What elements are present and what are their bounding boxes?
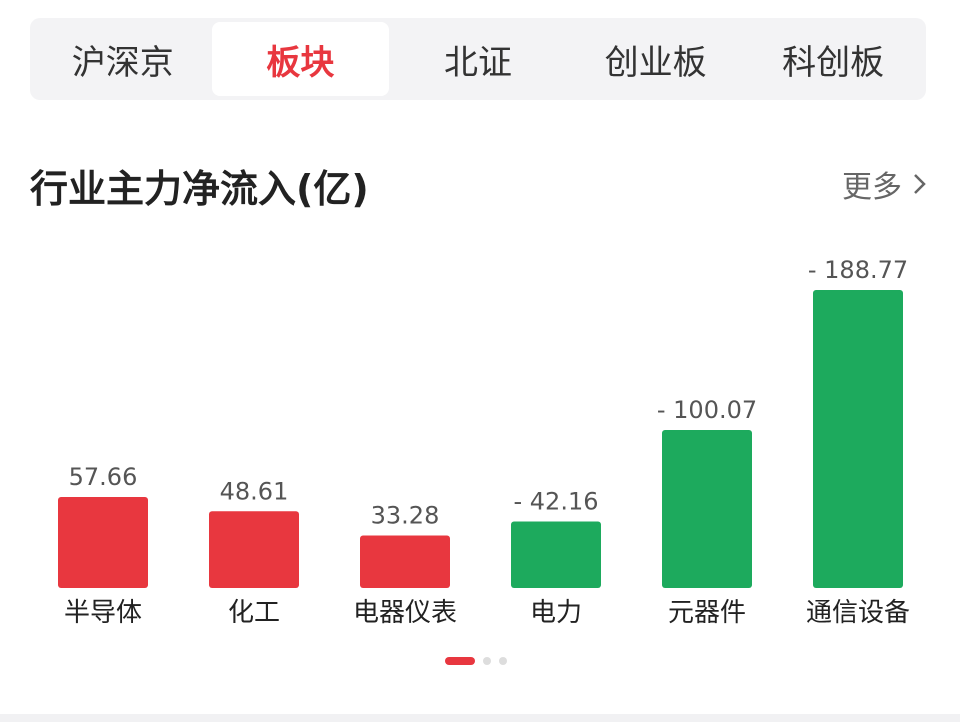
category-label-5: 通信设备 [806,598,910,628]
category-label-0: 半导体 [64,598,142,628]
bar-5[interactable] [813,290,903,588]
value-label-3: - 42.16 [514,487,599,515]
bar-2[interactable] [360,535,450,588]
category-label-4: 元器件 [668,598,746,628]
bar-0[interactable] [58,496,148,588]
bar-3[interactable] [511,521,601,588]
section-title: 行业主力净流入(亿) [30,167,369,211]
value-label-5: - 188.77 [808,256,908,284]
tab-bankuai[interactable]: 板块 [211,22,390,96]
section-divider [0,714,960,722]
tab-kechuangban[interactable]: 科创板 [782,42,885,83]
more-link[interactable]: 更多 [842,162,932,206]
page-dot-active[interactable] [445,657,475,665]
category-label-2: 电器仪表 [353,598,457,628]
bar-1[interactable] [209,511,299,588]
value-label-1: 48.61 [220,477,289,505]
category-label-1: 化工 [228,598,280,628]
bar-4[interactable] [662,430,752,588]
value-label-4: - 100.07 [657,396,757,424]
chevron-right-icon [914,174,926,194]
category-label-3: 电力 [530,598,582,628]
value-label-0: 57.66 [69,463,138,491]
more-label: 更多 [842,170,902,205]
page-dot[interactable] [483,657,491,665]
page-dot[interactable] [499,657,507,665]
page-indicator [445,657,507,665]
tab-chuangyeban[interactable]: 创业板 [604,42,707,83]
inflow-bar-chart: 57.66 半导体 48.61 化工 33.28 电器仪表 - 42.16 电力 - 100.0… [58,256,910,628]
tab-beizheng[interactable]: 北证 [443,42,512,83]
tab-hushenjing[interactable]: 沪深京 [71,42,174,83]
market-tabs: 沪深京 板块 北证 创业板 科创板 [30,18,926,100]
value-label-2: 33.28 [371,501,440,529]
